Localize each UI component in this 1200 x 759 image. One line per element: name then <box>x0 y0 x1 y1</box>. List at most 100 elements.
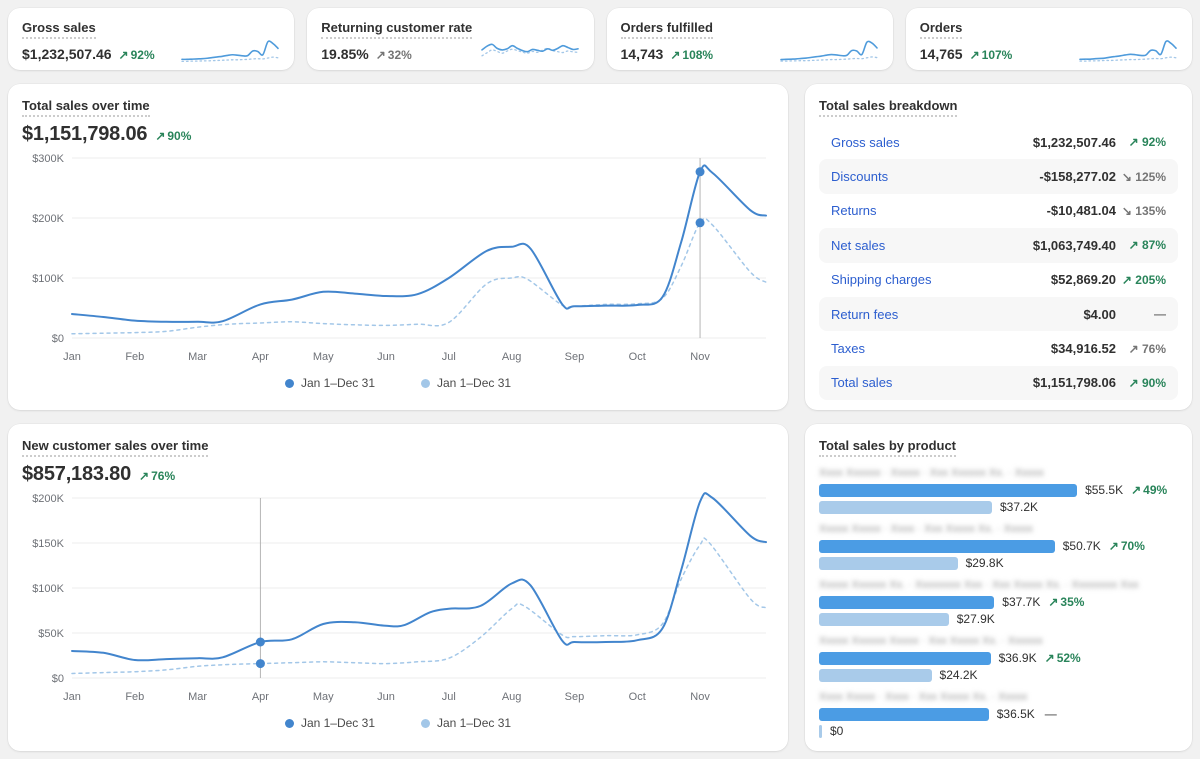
breakdown-value: $4.00 <box>1083 306 1116 322</box>
svg-text:Jul: Jul <box>442 691 456 703</box>
previous-bar-value: $27.9K <box>956 612 995 626</box>
current-period-bar[interactable] <box>819 707 989 721</box>
total-sales-by-product-title[interactable]: Total sales by product <box>819 438 957 457</box>
breakdown-rows: Gross sales $1,232,507.46 ↗ 92% Discount… <box>819 125 1178 401</box>
svg-text:Apr: Apr <box>252 691 269 703</box>
legend-dot-icon <box>284 718 294 728</box>
svg-text:$0: $0 <box>52 333 64 345</box>
breakdown-value: $52,869.20 <box>1050 272 1116 288</box>
product-label-redacted: Xxxx Xxxxxx · Xxxxx · Xxx Xxxxxx Xx. · X… <box>819 467 1044 479</box>
product-label-redacted: Xxxx Xxxxx · Xxxx · Xxx Xxxxx Xx. · Xxxx… <box>819 691 1028 703</box>
legend-item-previous-period: Jan 1–Dec 31 <box>421 716 511 730</box>
product-delta: ↗ 52% <box>1044 651 1081 665</box>
product-row: Xxxxx Xxxxxx Xx. · Xxxxxxxx Xxx · Xxx Xx… <box>819 579 1178 626</box>
breakdown-delta: ↘ 125% <box>1121 169 1166 184</box>
breakdown-delta: ↗ 92% <box>1128 135 1166 150</box>
kpi-title[interactable]: Orders <box>919 20 963 39</box>
current-period-bar[interactable] <box>819 539 1055 553</box>
trend-arrow-icon: ↗ <box>670 48 681 62</box>
breakdown-metric-link[interactable]: Discounts <box>831 169 889 185</box>
trend-arrow-icon: ↗ <box>1121 272 1132 287</box>
svg-text:Nov: Nov <box>690 691 710 703</box>
breakdown-delta: ↗ 87% <box>1128 238 1166 253</box>
chart-legend: Jan 1–Dec 31 Jan 1–Dec 31 <box>22 376 774 390</box>
svg-text:Mar: Mar <box>188 691 207 703</box>
svg-text:Aug: Aug <box>502 691 522 703</box>
legend-label: Jan 1–Dec 31 <box>300 376 375 390</box>
new-customer-header: $857,183.80 ↗ 76% <box>22 463 774 486</box>
trend-arrow-icon: ↗ <box>1128 341 1139 356</box>
breakdown-metric-link[interactable]: Returns <box>831 203 877 219</box>
breakdown-metric-link[interactable]: Net sales <box>831 237 886 253</box>
svg-text:Jun: Jun <box>377 351 395 363</box>
svg-text:Sep: Sep <box>565 351 585 363</box>
kpi-card[interactable]: Returning customer rate 19.85% ↗ 32% <box>307 8 594 70</box>
legend-label: Jan 1–Dec 31 <box>300 716 375 730</box>
svg-text:Jan: Jan <box>63 351 81 363</box>
kpi-card[interactable]: Orders 14,765 ↗ 107% <box>905 8 1192 70</box>
product-delta: ↗ 70% <box>1108 539 1145 553</box>
total-sales-line-chart[interactable]: $0 $100K $200K $300K Jan Feb Mar Apr May Jun Jul Au… <box>22 146 774 368</box>
breakdown-delta: ↗ 90% <box>1128 375 1166 390</box>
breakdown-metric-link[interactable]: Return fees <box>831 306 899 322</box>
legend-dot-icon <box>421 378 430 388</box>
trend-arrow-icon: ↗ <box>1048 595 1059 609</box>
kpi-sparkline <box>779 40 878 62</box>
legend-label: Jan 1–Dec 31 <box>437 716 512 730</box>
breakdown-metric-link[interactable]: Total sales <box>831 375 893 391</box>
total-sales-header: $1,151,798.06 ↗ 90% <box>22 123 774 146</box>
svg-text:Aug: Aug <box>502 351 522 363</box>
total-sales-over-time-title[interactable]: Total sales over time <box>22 98 150 117</box>
legend-item-previous-period: Jan 1–Dec 31 <box>421 376 511 390</box>
kpi-sparkline <box>181 40 280 63</box>
total-sales-delta: ↗ 90% <box>155 129 192 143</box>
kpi-card[interactable]: Orders fulfilled 14,743 ↗ 108% <box>606 8 893 70</box>
total-sales-value: $1,151,798.06 <box>22 123 148 145</box>
kpi-title[interactable]: Gross sales <box>22 20 96 39</box>
current-period-bar[interactable] <box>819 651 991 665</box>
trend-arrow-icon: ↗ <box>1128 238 1139 253</box>
main-grid: Total sales over time $1,151,798.06 ↗ 90%… <box>8 84 1192 751</box>
breakdown-delta: ↘ 135% <box>1121 203 1166 218</box>
svg-text:$0: $0 <box>52 673 64 685</box>
total-sales-by-product-card: Total sales by product Xxxx Xxxxxx · Xxx… <box>805 424 1192 751</box>
breakdown-row: Net sales $1,063,749.40 ↗ 87% <box>819 228 1178 263</box>
kpi-value: $1,232,507.46 <box>22 46 112 62</box>
legend-dot-icon <box>421 718 430 728</box>
breakdown-metric-link[interactable]: Taxes <box>831 341 865 357</box>
new-customer-sales-title[interactable]: New customer sales over time <box>22 438 209 457</box>
breakdown-row: Taxes $34,916.52 ↗ 76% <box>819 331 1178 365</box>
product-rows: Xxxx Xxxxxx · Xxxxx · Xxx Xxxxxx Xx. · X… <box>819 467 1178 738</box>
kpi-title[interactable]: Orders fulfilled <box>620 20 713 39</box>
previous-period-bar[interactable] <box>819 556 958 570</box>
kpi-sparkline <box>1079 40 1177 62</box>
kpi-card[interactable]: Gross sales $1,232,507.46 ↗ 92% <box>8 8 295 70</box>
breakdown-row: Discounts -$158,277.02 ↘ 125% <box>819 159 1178 194</box>
product-label-redacted: Xxxxx Xxxxx · Xxxx · Xxx Xxxxx Xx. · Xxx… <box>819 523 1033 535</box>
previous-period-bar[interactable] <box>819 724 822 738</box>
svg-text:Apr: Apr <box>252 351 269 363</box>
product-delta: — <box>1044 707 1057 721</box>
total-sales-breakdown-title[interactable]: Total sales breakdown <box>819 98 958 117</box>
previous-period-bar[interactable] <box>819 668 932 682</box>
breakdown-value: $1,151,798.06 <box>1032 375 1116 391</box>
breakdown-metric-link[interactable]: Shipping charges <box>831 272 932 288</box>
previous-period-bar[interactable] <box>819 612 949 626</box>
svg-text:Nov: Nov <box>690 351 710 363</box>
product-delta: ↗ 49% <box>1131 483 1168 497</box>
kpi-title[interactable]: Returning customer rate <box>321 20 473 39</box>
current-period-bar[interactable] <box>819 483 1078 497</box>
breakdown-metric-link[interactable]: Gross sales <box>831 134 900 150</box>
svg-text:Jul: Jul <box>442 351 456 363</box>
previous-period-bar[interactable] <box>819 500 992 514</box>
new-customer-line-chart[interactable]: $0 $50K $100K $150K $200K Jan Feb Mar Apr May Jun J… <box>22 486 774 708</box>
breakdown-value: $1,232,507.46 <box>1032 134 1116 150</box>
breakdown-value: $1,063,749.40 <box>1032 237 1116 253</box>
breakdown-delta: ↗ 76% <box>1128 341 1166 356</box>
current-period-bar[interactable] <box>819 595 995 609</box>
trend-up-arrow-icon: ↗ <box>155 129 166 143</box>
product-row: Xxxxx Xxxxxx Xxxxx · Xxx Xxxxx Xx. · Xxx… <box>819 635 1178 682</box>
breakdown-row: Returns -$10,481.04 ↘ 135% <box>819 194 1178 228</box>
current-bar-value: $50.7K <box>1062 539 1101 553</box>
